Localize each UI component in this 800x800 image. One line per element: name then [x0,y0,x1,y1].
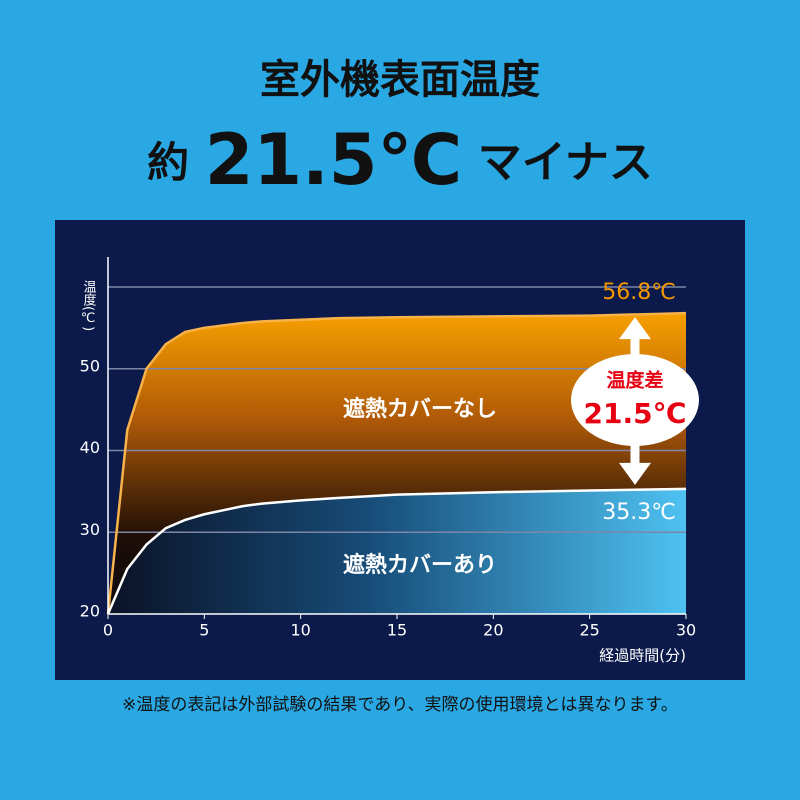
x-tick-label: 25 [579,621,599,640]
x-tick-label: 10 [290,621,310,640]
y-axis-label: 温度(℃) [81,280,97,331]
line [106,311,687,615]
x-tick-label: 0 [103,621,113,640]
subtitle-value: 21.5℃ [205,119,462,201]
value-label: 56.8℃ [602,280,676,305]
subtitle: 約 21.5℃ マイナス [147,119,653,201]
x-tick-label: 30 [676,621,696,640]
series-label: 遮熱カバーあり [343,552,497,578]
annotation-label: 温度差 [606,369,663,392]
area [108,488,686,614]
y-tick-label: 20 [80,602,100,621]
x-tick-label: 15 [387,621,407,640]
x-tick-label: 20 [483,621,503,640]
subtitle-prefix: 約 [147,138,189,187]
title: 室外機表面温度 [260,57,540,103]
y-tick-label: 30 [80,520,100,539]
x-tick-label: 5 [199,621,209,640]
footnote: ※温度の表記は外部試験の結果であり、実際の使用環境とは異なります。 [122,694,678,715]
annotation-value: 21.5℃ [584,397,687,430]
arrow-head [619,462,651,485]
annotation-bubble [571,354,699,446]
x-axis-label: 経過時間(分) [599,647,686,665]
subtitle-suffix: マイナス [478,137,653,188]
value-label: 35.3℃ [602,500,676,525]
series-label: 遮熱カバーなし [343,396,497,422]
y-tick-label: 50 [80,356,100,375]
arrow-head [619,317,651,340]
line [106,487,687,615]
y-tick-label: 40 [80,438,100,457]
